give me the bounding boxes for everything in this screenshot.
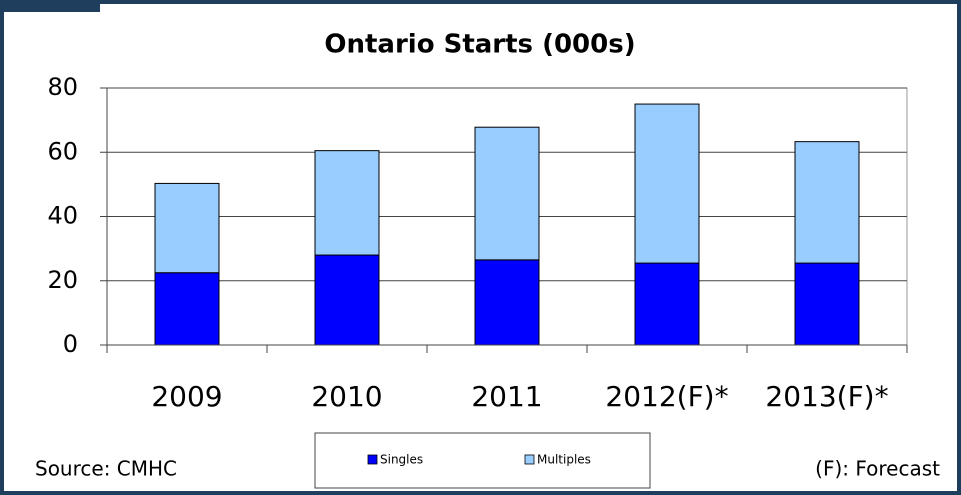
source-note: Source: CMHC	[35, 457, 177, 481]
corner-tab	[0, 0, 100, 12]
bar-segment	[154, 182, 220, 274]
bar-segment	[474, 126, 540, 261]
bar-segment	[634, 262, 700, 346]
x-tick-label: 2011	[471, 380, 542, 413]
bar-segment	[794, 262, 860, 346]
legend	[314, 432, 651, 489]
y-tick-label: 0	[63, 330, 78, 358]
forecast-note: (F): Forecast	[815, 457, 940, 481]
legend-label: Multiples	[537, 453, 591, 467]
y-tick-label: 20	[47, 266, 78, 294]
bar-segment	[794, 141, 860, 264]
x-tick-label: 2010	[311, 380, 382, 413]
x-tick-label: 2009	[151, 380, 222, 413]
chart-title: Ontario Starts (000s)	[324, 30, 635, 60]
legend-label: Singles	[380, 453, 423, 467]
bar-segment	[154, 272, 220, 346]
y-tick-label: 60	[47, 137, 78, 165]
y-tick-label: 80	[47, 73, 78, 101]
x-tick-label: 2012(F)*	[605, 380, 728, 413]
legend-swatch	[367, 454, 378, 465]
y-tick-label: 40	[47, 202, 78, 230]
bar-segment	[314, 150, 380, 256]
x-tick-label: 2013(F)*	[765, 380, 888, 413]
bar-segment	[314, 254, 380, 346]
bar-segment	[634, 103, 700, 264]
legend-swatch	[524, 454, 535, 465]
bar-segment	[474, 259, 540, 346]
